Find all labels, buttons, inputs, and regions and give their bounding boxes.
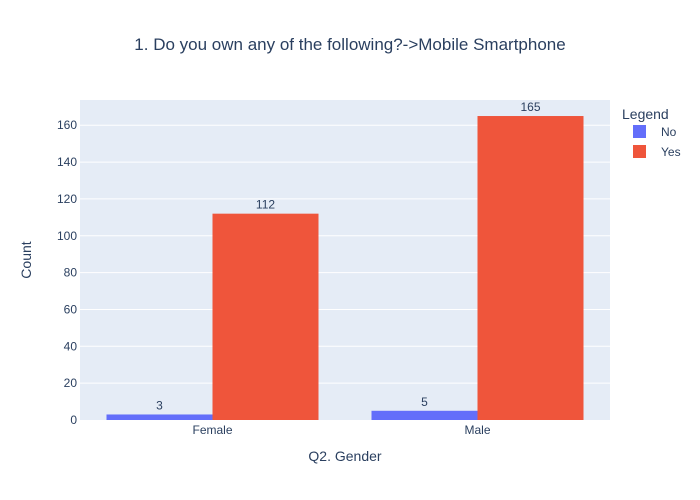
legend[interactable]: Legend No Yes — [622, 106, 681, 159]
data-labels: 3 112 5 165 — [156, 100, 541, 412]
data-label: 165 — [520, 100, 540, 114]
bar-yes-female[interactable] — [212, 213, 319, 420]
x-axis-title: Q2. Gender — [308, 448, 381, 464]
bar-no-male[interactable] — [371, 410, 478, 420]
x-tick-label: Female — [192, 423, 232, 437]
y-tick-label: 140 — [57, 155, 77, 169]
chart-title: 1. Do you own any of the following?->Mob… — [134, 35, 565, 54]
data-label: 5 — [421, 395, 428, 409]
legend-swatch-yes[interactable] — [633, 145, 646, 158]
y-tick-label: 100 — [57, 229, 77, 243]
y-tick-label: 120 — [57, 192, 77, 206]
y-tick-label: 60 — [64, 302, 78, 316]
bars — [106, 116, 584, 420]
y-tick-label: 80 — [64, 266, 78, 280]
y-tick-label: 20 — [64, 376, 78, 390]
y-axis-ticks: 0 20 40 60 80 100 120 140 160 — [57, 118, 77, 427]
y-axis-title: Count — [18, 241, 34, 278]
data-label: 112 — [256, 198, 275, 212]
legend-item-no[interactable]: No — [661, 125, 677, 139]
legend-item-yes[interactable]: Yes — [661, 145, 681, 159]
y-tick-label: 0 — [70, 413, 77, 427]
bar-no-female[interactable] — [106, 414, 213, 420]
y-tick-label: 40 — [64, 339, 78, 353]
y-tick-label: 160 — [57, 118, 77, 132]
legend-title: Legend — [622, 106, 669, 122]
bar-yes-male[interactable] — [477, 116, 584, 420]
x-axis-ticks: Female Male — [192, 423, 490, 437]
x-tick-label: Male — [464, 423, 490, 437]
data-label: 3 — [156, 398, 163, 412]
legend-swatch-no[interactable] — [633, 125, 646, 138]
